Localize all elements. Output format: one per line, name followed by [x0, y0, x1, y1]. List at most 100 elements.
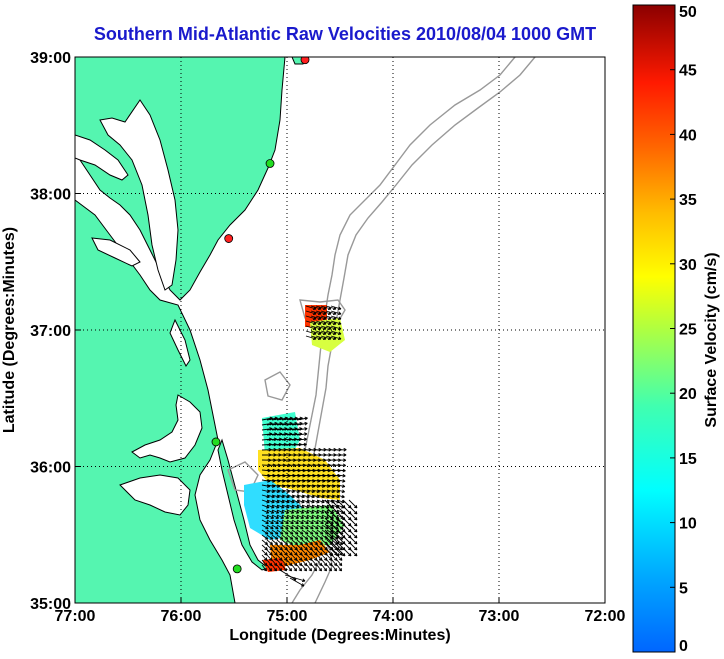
velocity-arrow [266, 549, 273, 556]
velocity-arrow [330, 325, 342, 331]
velocity-arrow [296, 564, 303, 572]
velocity-arrow [271, 519, 279, 524]
velocity-arrow [271, 544, 278, 551]
colorbar-tick-label: 0 [679, 638, 688, 655]
velocity-arrow [276, 524, 284, 530]
velocity-arrow [296, 421, 308, 426]
colorbar-tick-label: 45 [679, 63, 697, 80]
velocity-arrow [321, 514, 330, 519]
velocity-arrow [311, 529, 319, 535]
y-axis-label: Latitude (Degrees:Minutes) [1, 227, 18, 433]
velocity-arrow [348, 499, 358, 509]
velocity-arrow [284, 574, 306, 583]
velocity-arrow [291, 524, 299, 530]
velocity-arrow [276, 514, 285, 519]
velocity-arrow [311, 509, 320, 514]
velocity-arrow [286, 529, 294, 535]
velocity-arrow [289, 577, 305, 587]
velocity-arrow [311, 549, 318, 556]
velocity-arrow [286, 514, 295, 519]
velocity-arrow [348, 523, 358, 533]
velocity-arrow [261, 549, 268, 556]
velocity-arrow [296, 416, 308, 421]
velocity-arrow [291, 514, 300, 519]
velocity-arrow [261, 564, 268, 572]
x-axis-ticks: 77:00 76:00 75:00 74:00 73:00 72:00 [55, 597, 626, 625]
velocity-arrow [311, 564, 318, 572]
velocity-arrow [271, 514, 280, 519]
x-tick-label: 77:00 [55, 608, 96, 625]
velocity-arrow [286, 534, 294, 540]
velocity-arrow [336, 494, 345, 499]
velocity-arrow [261, 529, 269, 535]
velocity-arrow [271, 509, 280, 514]
velocity-arrow [296, 554, 303, 561]
velocity-arrow [266, 514, 275, 519]
velocity-arrow [286, 504, 295, 509]
velocity-arrow [276, 529, 284, 535]
colorbar-tick-label: 5 [679, 580, 688, 597]
velocity-arrow [271, 549, 278, 556]
velocity-arrow [336, 479, 346, 483]
velocity-arrow [336, 499, 345, 504]
velocity-arrow [261, 524, 269, 530]
velocity-arrow [311, 539, 319, 546]
velocity-arrow [336, 484, 346, 488]
velocity-arrow [330, 547, 340, 557]
velocity-arrow [286, 549, 293, 556]
velocity-arrow [348, 517, 358, 527]
x-tick-label: 72:00 [585, 608, 626, 625]
velocity-arrow [276, 504, 285, 509]
velocity-arrow [271, 564, 278, 572]
velocity-arrow [291, 534, 299, 540]
station-marker [265, 159, 275, 168]
velocity-arrow [326, 524, 334, 530]
velocity-arrow [271, 524, 279, 530]
velocity-arrow [266, 544, 273, 551]
velocity-arrow [296, 504, 305, 509]
velocity-arrow [281, 539, 289, 546]
y-tick-label: 38:00 [30, 187, 71, 204]
x-axis-label: Longitude (Degrees:Minutes) [229, 627, 450, 644]
velocity-arrow [316, 529, 324, 535]
velocity-arrow [321, 549, 328, 556]
velocity-arrow [276, 554, 283, 561]
velocity-arrow [291, 554, 298, 561]
velocity-arrow [271, 554, 278, 561]
velocity-arrow [266, 524, 274, 530]
velocity-arrow [291, 549, 298, 556]
velocity-arrow [281, 514, 290, 519]
velocity-arrow [316, 549, 323, 556]
colorbar-tick-label: 15 [679, 451, 697, 468]
station-markers [211, 57, 310, 574]
velocity-arrow [291, 539, 299, 546]
velocity-arrow [336, 547, 346, 557]
velocity-arrow [301, 509, 310, 514]
velocity-arrow [291, 519, 299, 524]
velocity-arrow [291, 564, 298, 572]
velocity-arrow [316, 539, 324, 546]
velocity-arrow [336, 559, 343, 567]
colorbar-tick-label: 20 [679, 386, 697, 403]
velocity-arrow [306, 564, 313, 572]
velocity-arrow [301, 514, 310, 519]
velocity-arrow [316, 554, 323, 561]
velocity-arrow [271, 504, 280, 509]
colorbar-tick-label: 10 [679, 516, 697, 533]
velocity-arrow [306, 554, 313, 561]
velocity-arrow [301, 554, 308, 561]
velocity-arrow [276, 534, 284, 540]
velocity-arrow [336, 468, 346, 473]
velocity-arrow [321, 564, 328, 572]
y-tick-label: 36:00 [30, 460, 71, 477]
velocity-arrow [296, 514, 305, 519]
x-tick-label: 73:00 [479, 608, 520, 625]
velocity-arrow [348, 529, 358, 539]
velocity-arrow [301, 524, 309, 530]
velocity-arrow [266, 529, 274, 535]
velocity-arrow [286, 564, 293, 572]
velocity-arrow [296, 432, 308, 436]
y-axis-ticks: 39:00 38:00 37:00 36:00 35:00 [30, 50, 81, 613]
velocity-arrow [306, 524, 314, 530]
